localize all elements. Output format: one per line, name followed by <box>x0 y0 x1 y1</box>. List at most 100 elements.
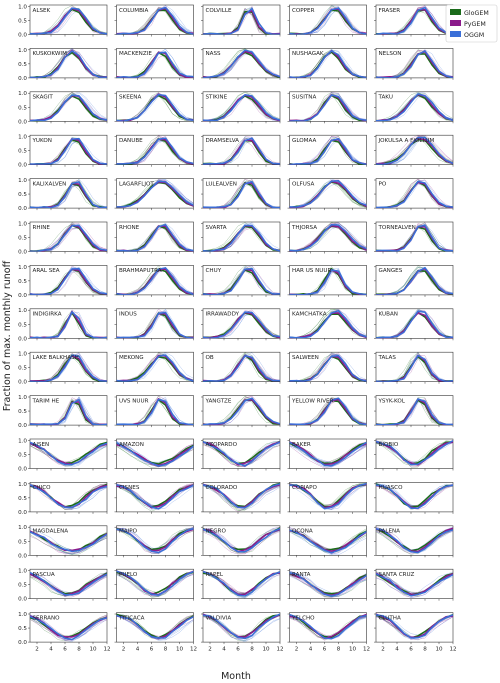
panel-lines <box>203 178 280 209</box>
ensemble-line-glogem <box>289 574 367 598</box>
panel-serrano: SERRANO 0.0 0.5 1.0 2 4 6 8 10 12 <box>18 612 110 653</box>
mean-line-oggm <box>30 441 107 466</box>
panel-frame <box>29 308 108 339</box>
panel-lines <box>376 222 453 252</box>
y-tick-label: 1.0 <box>18 4 27 10</box>
mean-line-oggm <box>289 223 367 252</box>
panel-aral-sea: ARAL SEA 0.0 0.5 1.0 <box>18 265 108 299</box>
mean-line-oggm <box>30 354 107 382</box>
ensemble-line-pygem <box>203 530 280 554</box>
legend-swatch-pyGEM <box>450 20 461 26</box>
ensemble-line-pygem <box>376 485 453 506</box>
ensemble-line-oggm <box>116 616 194 641</box>
panel-title: TAKU <box>378 95 393 101</box>
panel-title: FRASER <box>379 8 401 14</box>
panel-title: CHICO <box>33 485 52 491</box>
panel-palena: PALENA <box>374 525 454 558</box>
y-tick-label: 0.0 <box>18 119 27 125</box>
panel-lines <box>289 570 367 598</box>
mean-line-oggm <box>30 224 107 252</box>
panel-title: NELSON <box>379 51 402 57</box>
panel-frame <box>116 351 194 383</box>
legend-swatch-oggm <box>450 31 461 37</box>
mean-line-oggm <box>376 93 453 122</box>
panel-lines <box>376 571 453 598</box>
ensemble-line-glogem <box>376 529 453 555</box>
panel-lines <box>30 178 107 209</box>
mean-line-oggm <box>289 441 367 467</box>
panel-frame <box>375 221 454 252</box>
panel-lines <box>289 482 367 510</box>
panel-taku: TAKU <box>374 91 454 124</box>
panel-lines <box>116 395 194 426</box>
ensemble-line-pygem <box>116 356 194 382</box>
mean-line-oggm <box>116 311 194 339</box>
ensemble-line-glogem <box>289 352 367 382</box>
y-tick-label: 1.0 <box>18 569 27 575</box>
panel-lines <box>376 265 453 295</box>
panel-lines <box>289 266 367 295</box>
mean-line-oggm <box>376 573 453 597</box>
ensemble-line-pygem <box>203 444 280 468</box>
mean-line-oggm <box>30 7 107 35</box>
y-tick-label: 1.0 <box>18 438 27 444</box>
panel-irrawaddy: IRRAWADDY <box>201 308 281 341</box>
panel-frame <box>29 48 108 79</box>
panel-title: PALENA <box>379 529 401 535</box>
panel-title: CHUY <box>206 268 222 274</box>
panel-lines <box>376 352 453 382</box>
mean-line-oggm <box>30 137 107 165</box>
ensemble-line-glogem <box>30 483 107 510</box>
mean-line-oggm <box>116 441 194 467</box>
panel-lines <box>30 265 107 295</box>
panel-frame <box>116 395 194 426</box>
mean-line-oggm <box>116 180 194 208</box>
y-tick-label: 0.5 <box>18 539 27 545</box>
panel-lines <box>289 308 367 339</box>
ensemble-line-pygem <box>376 136 453 164</box>
x-tick-label: 12 <box>363 647 370 653</box>
panel-title: OCONA <box>292 529 313 535</box>
panel-maipo: MAIPO <box>114 525 194 558</box>
panel-title: SALWEEN <box>292 355 319 361</box>
panel-copiapo: COPIAPO <box>287 482 367 514</box>
panel-title: COLUMBIA <box>119 8 149 14</box>
mean-line-oggm <box>203 267 280 295</box>
mean-line-oggm <box>203 527 280 553</box>
panel-lines <box>376 308 453 339</box>
panel-lines <box>203 91 280 122</box>
panel-skeena: SKEENA <box>114 91 194 124</box>
y-tick-label: 1.0 <box>18 221 27 227</box>
panel-lines <box>289 178 367 209</box>
panel-titicaca: TITICACA 2 4 6 8 10 12 <box>114 612 197 653</box>
y-tick-label: 1.0 <box>18 612 27 618</box>
panel-lines <box>376 135 453 165</box>
y-tick-label: 1.0 <box>18 178 27 184</box>
panel-tornealven: TORNEALVEN <box>374 221 454 254</box>
panel-alsek: ALSEK 0.0 0.5 1.0 <box>18 4 108 39</box>
panel-title: SUSITNA <box>292 95 316 101</box>
y-tick-label: 0.5 <box>18 149 27 155</box>
y-tick-label: 0.0 <box>18 33 27 39</box>
panel-title: ALSEK <box>33 8 51 14</box>
panel-title: DANUBE <box>119 138 143 144</box>
panel-title: AZOPARDO <box>206 442 238 448</box>
panel-title: IRRAWADDY <box>206 312 240 318</box>
panel-lines <box>116 48 194 78</box>
y-tick-label: 1.0 <box>18 48 27 54</box>
ensemble-line-glogem <box>203 91 280 122</box>
panel-lines <box>116 352 194 382</box>
ensemble-line-pygem <box>116 445 194 468</box>
panel-frame <box>116 308 194 339</box>
panel-lines <box>30 48 107 78</box>
panel-title: YELCHO <box>291 615 315 621</box>
ensemble-line-pygem <box>203 484 280 512</box>
ensemble-line-oggm <box>289 530 367 556</box>
mean-line-oggm <box>203 311 280 339</box>
panel-title: HUASCO <box>379 485 404 491</box>
y-tick-label: 0.5 <box>18 583 27 589</box>
mean-line-oggm <box>30 531 107 553</box>
panel-chico: CHICO 0.0 0.5 1.0 <box>18 482 108 516</box>
panel-jokulsa-a-fjollum: JOKULSA A FJOLLUM <box>374 134 454 167</box>
